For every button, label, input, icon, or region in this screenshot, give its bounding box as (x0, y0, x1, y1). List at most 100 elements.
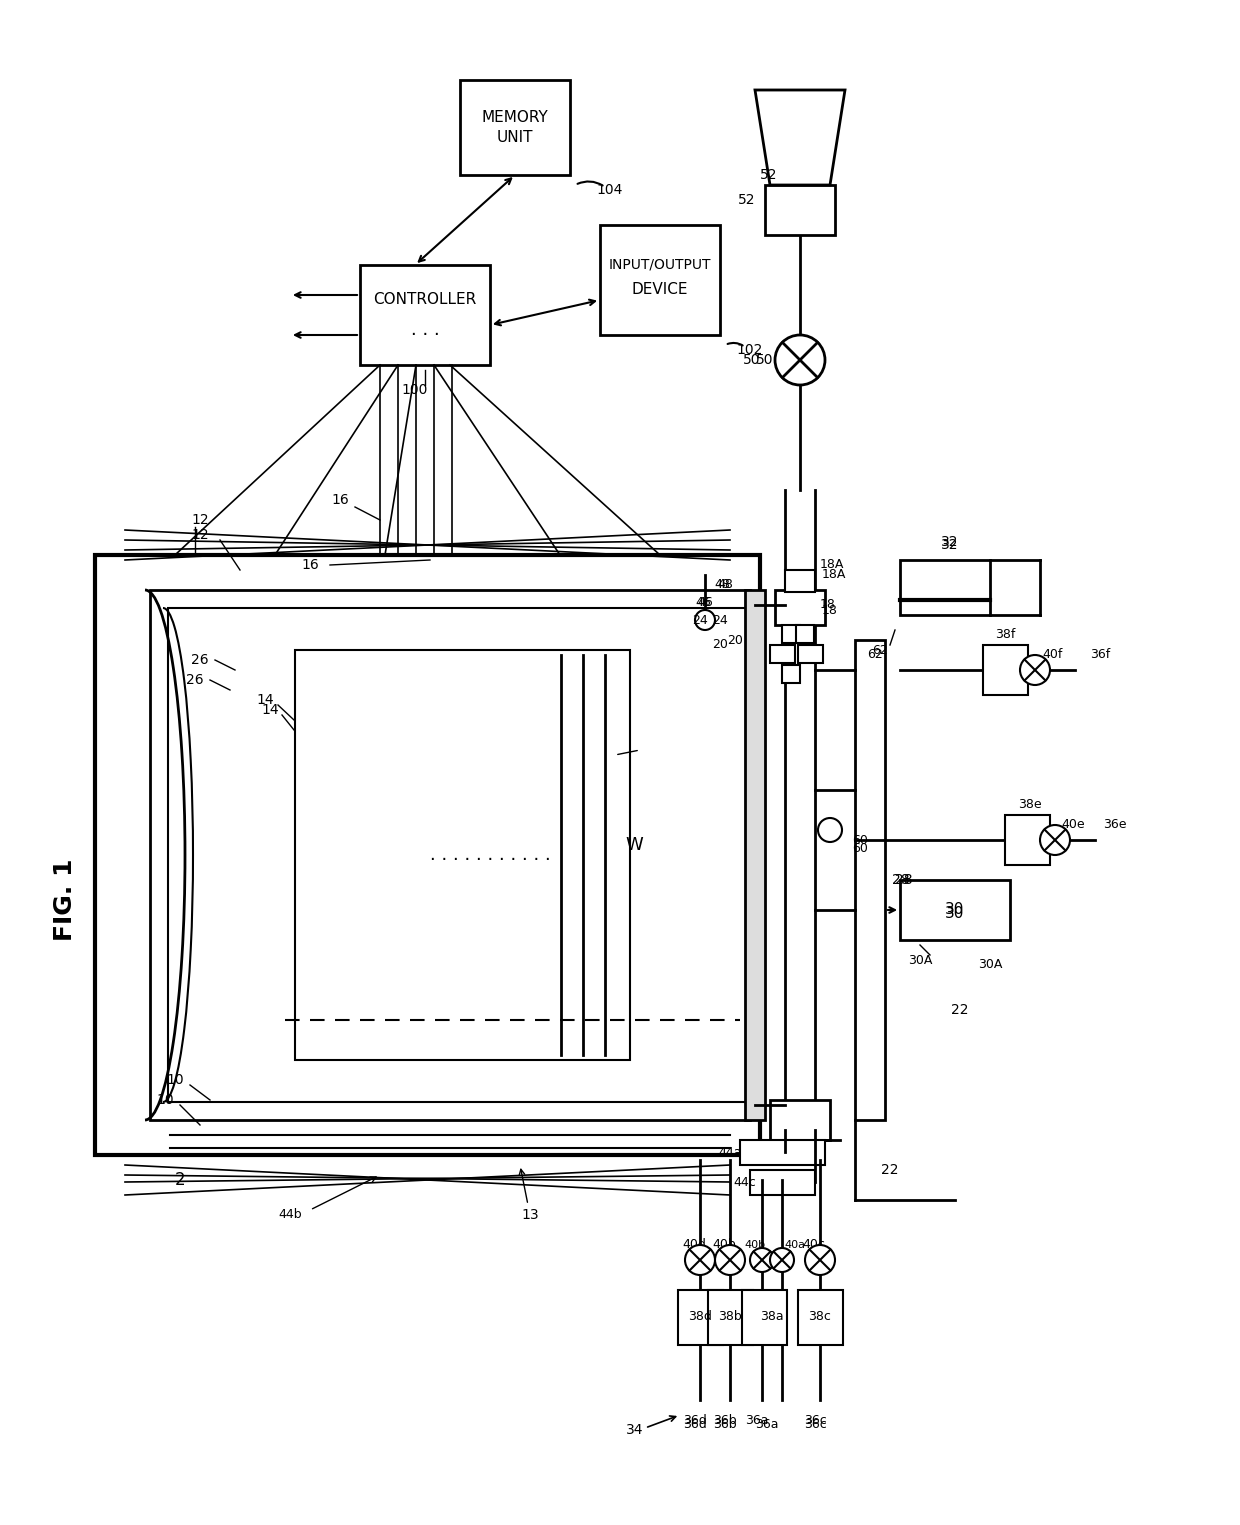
Text: 52: 52 (738, 194, 755, 207)
Text: UNIT: UNIT (497, 130, 533, 145)
Text: 48: 48 (717, 578, 733, 592)
Text: 18A: 18A (820, 558, 844, 572)
Text: 36a: 36a (755, 1418, 779, 1432)
Text: 46: 46 (696, 595, 711, 608)
Text: 30: 30 (945, 903, 965, 918)
Text: 38d: 38d (688, 1310, 712, 1324)
Text: 22: 22 (882, 1164, 899, 1177)
Text: 38b: 38b (718, 1310, 742, 1324)
Bar (600, 226, 720, 336)
Bar (785, 570, 815, 592)
Text: 40b: 40b (712, 1238, 735, 1252)
Text: 38e: 38e (1018, 799, 1042, 811)
Bar (740, 1141, 825, 1165)
Text: 44a: 44a (718, 1145, 742, 1159)
Circle shape (715, 1244, 745, 1275)
Text: 36d: 36d (683, 1418, 707, 1432)
Bar (708, 1290, 753, 1345)
Text: 24: 24 (712, 613, 728, 627)
Text: 18A: 18A (822, 569, 847, 581)
Text: 62: 62 (872, 644, 888, 656)
Text: 12: 12 (191, 512, 208, 528)
Text: 36c: 36c (804, 1414, 826, 1426)
Text: 44c: 44c (734, 1176, 756, 1188)
Text: 30A: 30A (978, 959, 1002, 971)
Text: . . .: . . . (410, 320, 439, 339)
Text: CONTROLLER: CONTROLLER (373, 293, 476, 308)
Text: 36e: 36e (1104, 819, 1127, 831)
Circle shape (805, 1244, 835, 1275)
Bar (360, 265, 490, 364)
Text: 52: 52 (760, 168, 777, 181)
Circle shape (775, 336, 825, 384)
Text: 2: 2 (175, 1171, 185, 1190)
Text: 36b: 36b (713, 1414, 737, 1426)
Text: 36f: 36f (1090, 648, 1110, 662)
Text: 60: 60 (852, 834, 868, 846)
Circle shape (770, 1247, 794, 1272)
Circle shape (1040, 825, 1070, 856)
Text: 20: 20 (712, 639, 728, 651)
Text: 104: 104 (596, 183, 624, 197)
Text: 26: 26 (191, 653, 208, 666)
Text: 46: 46 (697, 595, 713, 608)
Text: MEMORY: MEMORY (481, 110, 548, 125)
Bar (750, 1170, 815, 1196)
Text: 18: 18 (822, 604, 838, 616)
Text: 28: 28 (895, 872, 913, 888)
Text: 32: 32 (941, 538, 959, 552)
Text: W: W (625, 836, 642, 854)
Text: 22: 22 (951, 1003, 968, 1017)
Text: 34: 34 (626, 1423, 644, 1437)
Text: 32: 32 (941, 535, 959, 549)
Text: DEVICE: DEVICE (631, 282, 688, 297)
Text: 36b: 36b (713, 1418, 737, 1432)
Circle shape (750, 1247, 774, 1272)
Circle shape (694, 610, 715, 630)
Bar (745, 590, 765, 1119)
Circle shape (1021, 656, 1050, 685)
Text: 13: 13 (521, 1208, 539, 1222)
Text: 24: 24 (692, 613, 708, 627)
Bar (770, 1100, 830, 1141)
Bar (1004, 814, 1050, 865)
Text: 100: 100 (402, 383, 428, 396)
Bar (799, 645, 823, 663)
Text: 102: 102 (737, 343, 763, 357)
Text: 62: 62 (867, 648, 883, 662)
Bar (782, 665, 800, 683)
Bar (856, 640, 885, 1119)
Text: 48: 48 (714, 578, 730, 592)
Text: 50: 50 (756, 352, 774, 368)
Bar (983, 645, 1028, 695)
Text: 12: 12 (191, 528, 208, 541)
Text: 36c: 36c (804, 1418, 826, 1432)
Text: 28: 28 (892, 872, 910, 888)
Bar (742, 1290, 787, 1345)
Text: 20: 20 (727, 633, 743, 647)
Text: . . . . . . . . . . .: . . . . . . . . . . . (429, 846, 551, 865)
Text: 30A: 30A (908, 953, 932, 967)
Polygon shape (755, 90, 844, 185)
Text: 16: 16 (331, 493, 348, 506)
Bar (678, 1290, 723, 1345)
Text: 40b: 40b (744, 1240, 765, 1250)
Text: 14: 14 (262, 703, 279, 717)
Text: 38a: 38a (760, 1310, 784, 1324)
Text: 26: 26 (186, 673, 203, 686)
Bar (900, 880, 1011, 939)
Bar (95, 555, 760, 1154)
Text: 38f: 38f (994, 628, 1016, 642)
Text: 14: 14 (257, 692, 274, 708)
Bar (167, 608, 750, 1103)
Text: 30: 30 (945, 906, 965, 921)
Bar (775, 590, 825, 625)
Bar (782, 625, 800, 644)
Text: 38c: 38c (808, 1310, 832, 1324)
Bar (796, 625, 813, 644)
Bar (900, 560, 990, 615)
Text: 10: 10 (166, 1074, 184, 1087)
Text: 40e: 40e (1061, 819, 1085, 831)
Bar (770, 645, 795, 663)
Text: 40f: 40f (1043, 648, 1063, 662)
